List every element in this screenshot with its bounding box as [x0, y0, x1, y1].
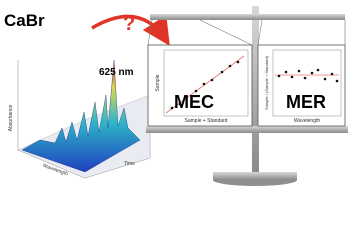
peak-label: 625 nm — [99, 67, 134, 78]
panel — [147, 44, 253, 127]
x-axis-label: Wavelength — [294, 118, 320, 124]
y-axis-label: Sample — [155, 74, 161, 91]
arrow — [91, 14, 170, 46]
panel-title: MEC — [174, 92, 214, 112]
panel-plot — [272, 49, 342, 117]
z-axis-label: Time — [124, 161, 135, 167]
compound-title: CaBr — [4, 11, 45, 30]
x-axis-label: Sample + Standard — [185, 118, 228, 124]
graphic: CaBr 625 nm Absorbance Wavelength Time ?… — [4, 6, 348, 186]
y-axis-label: Absorbance — [8, 104, 14, 131]
question-mark: ? — [123, 13, 135, 35]
panel-title: MER — [286, 92, 326, 112]
panel-plot — [163, 49, 249, 117]
y-axis-label: Sample / (Sample + Standard) — [264, 55, 269, 110]
spectrum-plot — [17, 59, 151, 179]
balance — [146, 6, 348, 186]
panel — [257, 44, 346, 127]
